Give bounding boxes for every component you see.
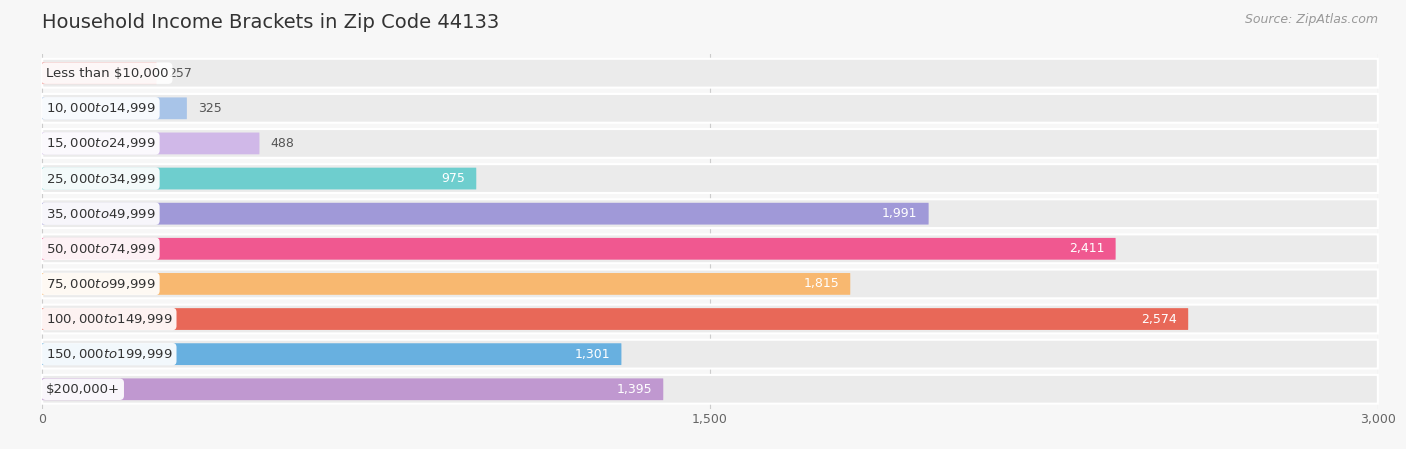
Text: 2,411: 2,411	[1069, 242, 1105, 255]
Text: $100,000 to $149,999: $100,000 to $149,999	[46, 312, 173, 326]
FancyBboxPatch shape	[42, 167, 477, 189]
FancyBboxPatch shape	[42, 375, 1378, 404]
Text: $35,000 to $49,999: $35,000 to $49,999	[46, 207, 156, 220]
Text: 1,395: 1,395	[616, 383, 652, 396]
Text: 2,574: 2,574	[1142, 313, 1177, 326]
Text: 975: 975	[441, 172, 465, 185]
FancyBboxPatch shape	[42, 238, 1115, 260]
FancyBboxPatch shape	[42, 269, 1378, 298]
Text: 1,815: 1,815	[803, 277, 839, 291]
FancyBboxPatch shape	[42, 62, 156, 84]
FancyBboxPatch shape	[42, 379, 664, 400]
Text: 1,991: 1,991	[882, 207, 918, 220]
FancyBboxPatch shape	[42, 94, 1378, 123]
Text: $15,000 to $24,999: $15,000 to $24,999	[46, 136, 156, 150]
FancyBboxPatch shape	[42, 340, 1378, 369]
Text: 488: 488	[270, 137, 294, 150]
Text: $25,000 to $34,999: $25,000 to $34,999	[46, 172, 156, 185]
FancyBboxPatch shape	[42, 343, 621, 365]
FancyBboxPatch shape	[42, 199, 1378, 228]
FancyBboxPatch shape	[42, 273, 851, 295]
Text: $75,000 to $99,999: $75,000 to $99,999	[46, 277, 156, 291]
Text: $150,000 to $199,999: $150,000 to $199,999	[46, 347, 173, 361]
FancyBboxPatch shape	[42, 132, 260, 154]
Text: Source: ZipAtlas.com: Source: ZipAtlas.com	[1244, 13, 1378, 26]
Text: $200,000+: $200,000+	[46, 383, 120, 396]
FancyBboxPatch shape	[42, 97, 187, 119]
Text: $10,000 to $14,999: $10,000 to $14,999	[46, 101, 156, 115]
FancyBboxPatch shape	[42, 59, 1378, 88]
FancyBboxPatch shape	[42, 234, 1378, 263]
Text: Household Income Brackets in Zip Code 44133: Household Income Brackets in Zip Code 44…	[42, 13, 499, 32]
Text: $50,000 to $74,999: $50,000 to $74,999	[46, 242, 156, 256]
Text: 257: 257	[167, 67, 191, 79]
Text: 1,301: 1,301	[575, 348, 610, 361]
FancyBboxPatch shape	[42, 164, 1378, 193]
Text: Less than $10,000: Less than $10,000	[46, 67, 169, 79]
FancyBboxPatch shape	[42, 308, 1188, 330]
Text: 325: 325	[198, 102, 222, 115]
FancyBboxPatch shape	[42, 304, 1378, 334]
FancyBboxPatch shape	[42, 203, 928, 224]
FancyBboxPatch shape	[42, 129, 1378, 158]
